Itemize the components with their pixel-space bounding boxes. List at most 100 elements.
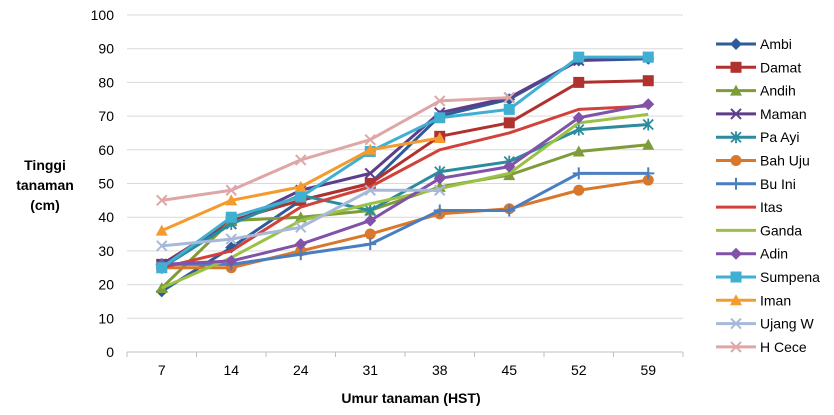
- data-point-adin: [294, 238, 307, 251]
- y-tick-label: 90: [98, 41, 114, 57]
- axes: 0 10 20 30 40 50 60 70 80 90 100 7 14 24 31 38 45 52 59: [91, 7, 684, 378]
- data-point-ujang-w: [156, 240, 168, 252]
- data-point-bah-uju: [364, 228, 376, 240]
- series-line-bu-ini: [161, 171, 649, 266]
- legend-item-bu-ini: Bu Ini: [716, 176, 796, 192]
- x-tick-label: 24: [293, 362, 309, 378]
- x-tick-label: 14: [223, 362, 239, 378]
- legend-label-ganda: Ganda: [760, 222, 802, 238]
- data-point-maman: [364, 167, 376, 180]
- series-line-itas: [161, 104, 649, 270]
- data-point-h-cece: [156, 194, 168, 207]
- y-tick-label: 20: [98, 277, 114, 293]
- series-line-h-cece: [161, 96, 510, 202]
- data-point-bu-ini: [364, 238, 377, 251]
- series-adin: [155, 98, 655, 271]
- legend-item-bah-uju: Bah Uju: [716, 153, 810, 169]
- y-tick-label: 80: [98, 74, 114, 90]
- data-point-damat: [364, 178, 376, 189]
- legend-item-ujang-w: Ujang W: [716, 316, 814, 332]
- series-ujang-w: [156, 184, 446, 252]
- legend-item-ambi: Ambi: [716, 36, 792, 52]
- legend-label-sumpena: Sumpena: [760, 269, 820, 285]
- legend-marker-maman: [730, 108, 742, 120]
- data-point-bah-uju: [642, 174, 654, 186]
- series-lines: [155, 51, 655, 298]
- y-tick-label: 30: [98, 243, 114, 259]
- data-point-andih: [642, 138, 655, 150]
- data-point-sumpena: [156, 262, 168, 274]
- legend-label-h-cece: H Cece: [760, 339, 807, 355]
- series-ganda: [161, 112, 649, 290]
- data-point-ujang-w: [225, 233, 237, 245]
- series-itas: [161, 104, 649, 270]
- y-tick-label: 40: [98, 209, 114, 225]
- x-tick-label: 52: [571, 362, 587, 378]
- y-axis-title-line: tanaman: [16, 177, 74, 193]
- legend-marker-andih: [730, 84, 742, 96]
- legend-marker-ujang-w: [730, 317, 742, 330]
- legend-item-andih: Andih: [716, 83, 796, 99]
- data-point-iman: [225, 194, 238, 206]
- legend-label-iman: Iman: [760, 292, 791, 308]
- legend-marker-ambi: [730, 38, 742, 50]
- legend-label-andih: Andih: [760, 83, 796, 99]
- data-point-iman: [155, 224, 168, 236]
- legend-item-h-cece: H Cece: [716, 339, 807, 355]
- data-point-bu-ini: [572, 167, 585, 180]
- data-point-pa-ayi: [364, 204, 376, 217]
- legend-label-adin: Adin: [760, 246, 788, 262]
- legend-marker-bu-ini: [730, 177, 742, 190]
- data-point-adin: [364, 214, 377, 227]
- data-point-ujang-w: [364, 184, 376, 196]
- series-line-sumpena: [160, 55, 649, 269]
- legend-marker-h-cece: [730, 341, 742, 353]
- data-point-bu-ini: [503, 204, 516, 217]
- x-tick-label: 7: [158, 362, 166, 378]
- y-tick-label: 10: [98, 310, 114, 326]
- legend-label-bu-ini: Bu Ini: [760, 176, 796, 192]
- legend-item-pa-ayi: Pa Ayi: [716, 129, 799, 145]
- legend-label-ambi: Ambi: [760, 36, 792, 52]
- legend-marker-adin: [730, 247, 742, 260]
- legend-label-bah-uju: Bah Uju: [760, 153, 810, 169]
- data-point-adin: [642, 98, 655, 111]
- legend-marker-damat: [730, 61, 742, 73]
- data-point-bu-ini: [294, 248, 307, 261]
- data-point-andih: [572, 145, 585, 157]
- data-point-adin: [433, 172, 446, 185]
- y-axis-title-line: Tinggi: [24, 157, 66, 173]
- data-point-adin: [225, 255, 238, 268]
- legend-marker-sumpena: [730, 271, 742, 283]
- data-point-adin: [503, 160, 516, 173]
- legend-item-adin: Adin: [716, 246, 788, 262]
- data-point-sumpena: [295, 191, 307, 203]
- y-tick-label: 70: [98, 108, 114, 124]
- legend-item-iman: Iman: [716, 292, 791, 308]
- legend-item-ganda: Ganda: [716, 222, 802, 238]
- data-point-damat: [573, 76, 585, 88]
- x-tick-label: 45: [501, 362, 517, 378]
- data-point-adin: [572, 111, 585, 124]
- legend-item-sumpena: Sumpena: [716, 269, 820, 285]
- data-point-bu-ini: [433, 204, 446, 217]
- series-h-cece: [156, 91, 515, 207]
- series-line-bah-uju: [161, 178, 649, 270]
- data-point-iman: [433, 132, 446, 144]
- data-point-sumpena: [503, 103, 515, 115]
- y-tick-label: 60: [98, 142, 114, 158]
- gridlines: [127, 14, 683, 353]
- y-axis-title-line: (cm): [30, 197, 60, 213]
- x-tick-label: 38: [432, 362, 448, 378]
- y-tick-label: 0: [106, 344, 114, 360]
- series-iman: [155, 132, 446, 236]
- series-line-ganda: [161, 112, 649, 290]
- data-point-h-cece: [434, 95, 446, 107]
- data-point-sumpena: [225, 211, 237, 223]
- data-point-sumpena: [642, 51, 654, 63]
- data-point-damat: [503, 117, 515, 129]
- data-point-h-cece: [364, 133, 376, 146]
- legend-label-pa-ayi: Pa Ayi: [760, 129, 799, 145]
- data-point-ujang-w: [434, 184, 446, 196]
